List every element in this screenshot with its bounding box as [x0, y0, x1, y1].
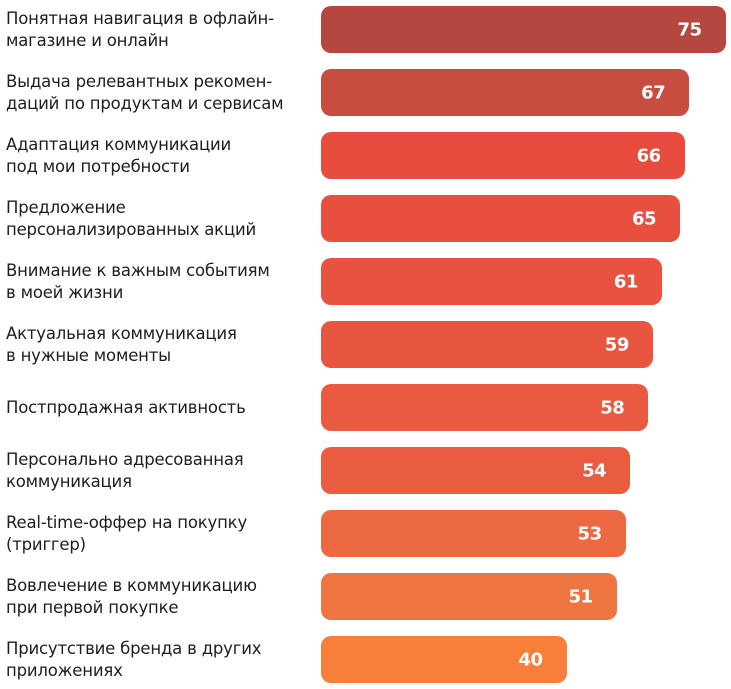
data-label: 66 [636, 145, 662, 166]
category-label: Актуальная коммуникация в нужные моменты [6, 323, 237, 365]
bar: 59 [321, 321, 653, 368]
data-label: 59 [604, 334, 630, 355]
bar-row: Адаптация коммуникации под мои потребнос… [0, 132, 731, 179]
bar: 51 [321, 573, 617, 620]
category-label: Вовлечение в коммуникацию при первой пок… [6, 575, 257, 617]
category-label: Внимание к важным событиям в моей жизни [6, 260, 270, 302]
data-label: 67 [641, 82, 666, 103]
bar: 75 [321, 6, 726, 53]
bar-row: Постпродажная активность 58 [0, 384, 731, 431]
data-label: 40 [518, 649, 544, 670]
bar: 66 [321, 132, 685, 179]
category-label: Понятная навигация в офлайн- магазине и … [6, 8, 274, 50]
bar-row: Актуальная коммуникация в нужные моменты… [0, 321, 731, 368]
bar: 67 [321, 69, 690, 116]
category-label: Присутствие бренда в других приложениях [6, 638, 262, 680]
data-label: 53 [577, 523, 603, 544]
bar: 61 [321, 258, 662, 305]
bar: 54 [321, 447, 631, 494]
category-label: Постпродажная активность [6, 397, 246, 417]
bar-row: Real-time-оффер на покупку (триггер) 53 [0, 510, 731, 557]
bar-row: Предложение персонализированных акций 65 [0, 195, 731, 242]
bar-row: Вовлечение в коммуникацию при первой пок… [0, 573, 731, 620]
data-label: 51 [568, 586, 593, 607]
category-label: Адаптация коммуникации под мои потребнос… [6, 134, 232, 176]
bar: 53 [321, 510, 626, 557]
bar: 58 [321, 384, 649, 431]
bar-row: Выдача релевантных рекомен- даций по про… [0, 69, 731, 116]
data-label: 65 [632, 208, 657, 229]
bar: 65 [321, 195, 681, 242]
bar-row: Понятная навигация в офлайн- магазине и … [0, 6, 731, 53]
bar-row: Присутствие бренда в других приложениях 4… [0, 636, 731, 683]
category-label: Real-time-оффер на покупку (триггер) [6, 512, 248, 554]
bar-row: Внимание к важным событиям в моей жизни 6… [0, 258, 731, 305]
data-label: 54 [582, 460, 607, 481]
category-label: Выдача релевантных рекомен- даций по про… [6, 71, 284, 113]
data-label: 61 [613, 271, 639, 292]
data-label: 75 [677, 19, 702, 40]
data-label: 58 [600, 397, 625, 418]
category-label: Персонально адресованная коммуникация [6, 449, 244, 491]
bar-row: Персонально адресованная коммуникация 54 [0, 447, 731, 494]
bar: 40 [321, 636, 567, 683]
category-label: Предложение персонализированных акций [6, 197, 257, 239]
